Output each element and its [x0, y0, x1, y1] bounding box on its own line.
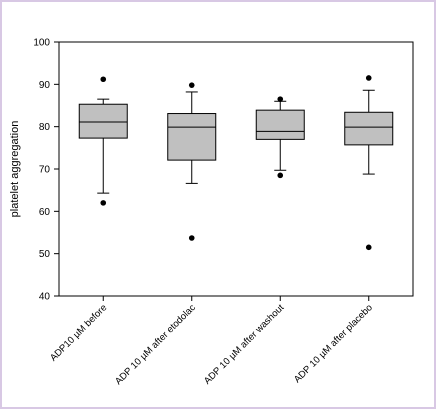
y-tick-label: 50	[39, 249, 51, 260]
outlier-point	[188, 235, 195, 241]
y-axis-title: platelet aggregation	[9, 121, 21, 218]
outlier-point	[365, 244, 372, 251]
y-axis: 40 50 60 70 80 90 100	[33, 38, 59, 303]
outlier-point	[188, 82, 195, 88]
x-category-label: ADP10 µM before	[48, 302, 109, 363]
plot-border	[58, 41, 414, 297]
y-tick-label: 70	[39, 165, 51, 176]
outlier-point	[365, 75, 372, 81]
iqr-box	[78, 103, 128, 139]
outlier-point	[277, 172, 284, 179]
iqr-box	[167, 113, 217, 161]
plot-area	[58, 41, 414, 297]
y-tick-label: 90	[39, 80, 51, 91]
x-category-label: ADP 10 µM after etodolac	[113, 302, 198, 387]
iqr-box	[344, 111, 394, 146]
x-category-label: ADP 10 µM after washout	[202, 302, 287, 387]
outlier-point	[100, 200, 107, 206]
y-tick-label: 100	[33, 38, 50, 49]
outlier-point	[277, 96, 284, 102]
y-tick-label: 40	[39, 292, 51, 303]
y-tick-label: 80	[39, 122, 51, 133]
x-axis: ADP10 µM before ADP 10 µM after etodolac A…	[48, 296, 375, 387]
box-4	[344, 75, 394, 251]
boxes	[78, 75, 394, 251]
y-tick-label: 60	[39, 207, 51, 218]
box-3	[255, 96, 305, 179]
outlier-point	[100, 76, 107, 83]
box-1	[78, 76, 128, 206]
box-2	[167, 82, 217, 241]
x-category-label: ADP 10 µM after placebo	[292, 302, 375, 385]
iqr-box	[255, 109, 305, 140]
